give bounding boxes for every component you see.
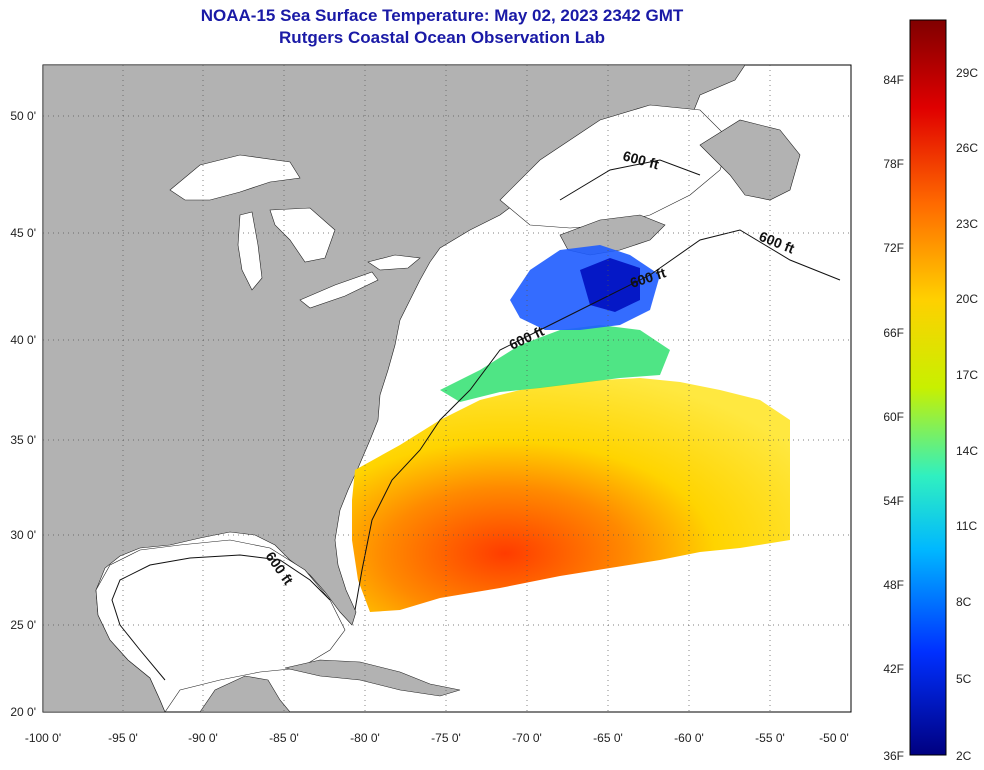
celsius-label: 20C [956, 292, 978, 306]
colorbar-celsius-labels: 29C 26C 23C 20C 17C 14C 11C 8C 5C 2C [956, 66, 978, 763]
lat-tick-label: 50 0' [10, 109, 36, 123]
latitude-axis: 50 0' 45 0' 40 0' 35 0' 30 0' 25 0' 20 0… [10, 109, 36, 719]
lake-michigan [237, 211, 263, 291]
fahrenheit-label: 66F [883, 326, 904, 340]
sst-colorbar [909, 19, 947, 756]
gulf-st-lawrence [499, 104, 731, 229]
lat-tick-label: 40 0' [10, 333, 36, 347]
fahrenheit-label: 36F [883, 749, 904, 763]
lon-tick-label: -60 0' [674, 731, 704, 745]
lon-tick-label: -65 0' [593, 731, 623, 745]
map-subtitle: Rutgers Coastal Ocean Observation Lab [279, 28, 605, 47]
lon-tick-label: -85 0' [269, 731, 299, 745]
fahrenheit-label: 72F [883, 241, 904, 255]
isobath-contours [111, 159, 841, 681]
celsius-label: 23C [956, 217, 978, 231]
celsius-label: 11C [956, 519, 977, 533]
fahrenheit-label: 54F [883, 494, 904, 508]
lon-tick-label: -80 0' [350, 731, 380, 745]
lon-tick-label: -75 0' [431, 731, 461, 745]
fahrenheit-label: 42F [883, 662, 904, 676]
sst-swath-warm [352, 378, 790, 612]
lat-tick-label: 20 0' [10, 705, 36, 719]
land-cuba [284, 659, 461, 697]
sst-swath-cool [440, 325, 670, 402]
land-yucatan [199, 675, 291, 712]
celsius-label: 8C [956, 595, 972, 609]
sst-swath-coldest [580, 258, 640, 312]
celsius-label: 17C [956, 368, 978, 382]
fahrenheit-label: 48F [883, 578, 904, 592]
lon-tick-label: -95 0' [108, 731, 138, 745]
lat-tick-label: 25 0' [10, 618, 36, 632]
lon-tick-label: -55 0' [755, 731, 785, 745]
isobath-east-coast [354, 229, 841, 611]
celsius-label: 26C [956, 141, 978, 155]
lon-tick-label: -50 0' [819, 731, 849, 745]
celsius-label: 5C [956, 672, 972, 686]
celsius-label: 29C [956, 66, 978, 80]
celsius-label: 14C [956, 444, 978, 458]
colorbar-fahrenheit-labels: 84F 78F 72F 66F 60F 54F 48F 42F 36F [883, 73, 904, 763]
longitude-axis: -100 0' -95 0' -90 0' -85 0' -80 0' -75 … [25, 731, 849, 745]
celsius-label: 2C [956, 749, 972, 763]
fahrenheit-label: 78F [883, 157, 904, 171]
land-newfoundland [699, 119, 801, 201]
map-title: NOAA-15 Sea Surface Temperature: May 02,… [200, 6, 684, 25]
lat-tick-label: 35 0' [10, 433, 36, 447]
fahrenheit-label: 84F [883, 73, 904, 87]
lon-tick-label: -100 0' [25, 731, 61, 745]
lake-erie [299, 271, 379, 309]
lat-tick-label: 30 0' [10, 528, 36, 542]
lon-tick-label: -70 0' [512, 731, 542, 745]
lake-ontario [367, 254, 421, 271]
lake-huron [269, 207, 336, 263]
fahrenheit-label: 60F [883, 410, 904, 424]
lat-tick-label: 45 0' [10, 226, 36, 240]
isobath-gulf [111, 554, 331, 681]
lake-superior [169, 154, 301, 201]
isobath-labrador [559, 159, 701, 201]
lon-tick-label: -90 0' [188, 731, 218, 745]
